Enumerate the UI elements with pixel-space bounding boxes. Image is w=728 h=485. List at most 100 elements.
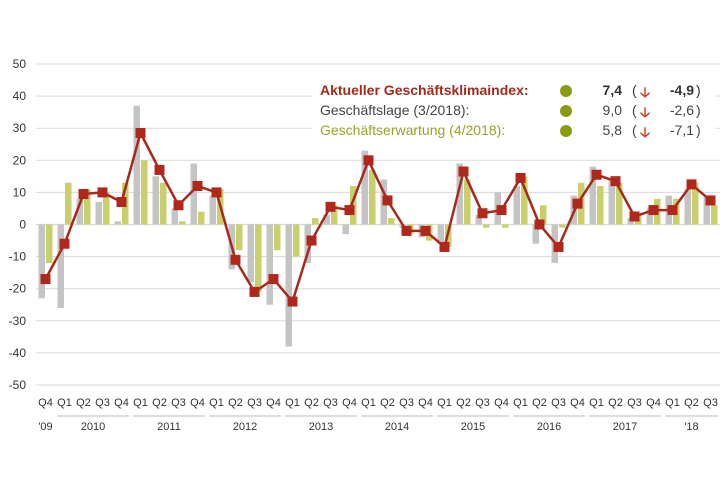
- x-tick-quarter: Q4: [418, 397, 433, 409]
- bar-geschaeftslage: [361, 150, 368, 225]
- bar-geschaeftslage: [152, 176, 159, 225]
- x-tick-quarter: Q1: [513, 397, 528, 409]
- climate-line: [40, 128, 716, 307]
- bar-geschaeftserwartung: [141, 160, 148, 225]
- point-geschaeftsklimaindex: [344, 205, 355, 216]
- x-tick-quarter: Q2: [304, 397, 319, 409]
- x-tick-quarter: Q1: [133, 397, 148, 409]
- x-tick-quarter: Q4: [570, 397, 585, 409]
- point-geschaeftsklimaindex: [401, 225, 412, 236]
- bar-geschaeftserwartung: [521, 176, 528, 225]
- point-geschaeftsklimaindex: [477, 208, 488, 219]
- x-tick-year: 2017: [613, 421, 637, 433]
- point-geschaeftsklimaindex: [610, 176, 621, 187]
- y-axis-ticks: 50 40 30 20 10 0 -10 -20 -30 -40 -50: [9, 57, 27, 392]
- bar-geschaeftslage: [76, 198, 83, 225]
- x-tick-year: 2015: [461, 421, 485, 433]
- legend: Aktueller Geschäftsklimaindex: 7,4 ( 🡣 -…: [312, 76, 716, 144]
- point-geschaeftsklimaindex: [192, 180, 203, 191]
- legend-value-lage: 9,0: [602, 102, 622, 118]
- y-tick-label: 50: [13, 57, 27, 71]
- bar-geschaeftslage: [114, 221, 121, 225]
- x-tick-year: '09: [38, 421, 52, 433]
- legend-paren-close-klima: ): [696, 82, 701, 98]
- bar-geschaeftserwartung: [65, 182, 72, 225]
- x-tick-quarter: Q4: [646, 397, 661, 409]
- bar-geschaeftslage: [684, 189, 691, 225]
- bar-geschaeftslage: [475, 214, 482, 225]
- x-tick-quarter: Q4: [114, 397, 129, 409]
- x-tick-quarter: Q3: [95, 397, 110, 409]
- point-geschaeftsklimaindex: [515, 172, 526, 183]
- y-tick-label: -10: [9, 250, 27, 264]
- bar-geschaeftslage: [323, 214, 330, 225]
- point-geschaeftsklimaindex: [78, 189, 89, 200]
- point-geschaeftsklimaindex: [439, 241, 450, 252]
- bar-geschaeftserwartung: [559, 224, 566, 228]
- bar-geschaeftserwartung: [293, 224, 300, 257]
- legend-change-klima: -4,9: [669, 82, 694, 98]
- point-geschaeftsklimaindex: [154, 164, 165, 175]
- point-geschaeftsklimaindex: [420, 225, 431, 236]
- x-tick-quarter: Q2: [228, 397, 243, 409]
- legend-paren-close-erwartung: ): [696, 122, 701, 138]
- x-tick-quarter: Q4: [494, 397, 509, 409]
- point-geschaeftsklimaindex: [382, 195, 393, 206]
- bar-geschaeftslage: [608, 179, 615, 225]
- bar-geschaeftserwartung: [179, 221, 186, 225]
- x-tick-quarter: Q3: [247, 397, 262, 409]
- x-tick-quarter: Q4: [266, 397, 281, 409]
- point-geschaeftsklimaindex: [572, 198, 583, 209]
- bar-geschaeftserwartung: [274, 224, 281, 251]
- bar-geschaeftserwartung: [160, 182, 167, 225]
- grid: [36, 63, 720, 386]
- bar-geschaeftslage: [209, 195, 216, 225]
- bar-geschaeftslage: [703, 195, 710, 225]
- y-tick-label: -40: [9, 346, 27, 360]
- x-tick-year: 2013: [309, 421, 333, 433]
- point-geschaeftsklimaindex: [629, 211, 640, 222]
- point-geschaeftsklimaindex: [249, 286, 260, 297]
- x-tick-quarter: Q4: [342, 397, 357, 409]
- x-tick-quarter: Q1: [209, 397, 224, 409]
- legend-paren-open-klima: (: [632, 82, 637, 98]
- x-tick-quarter: Q2: [532, 397, 547, 409]
- point-geschaeftsklimaindex: [116, 197, 127, 208]
- point-geschaeftsklimaindex: [59, 238, 70, 249]
- x-tick-year: 2011: [157, 421, 181, 433]
- down-arrow-icon: 🡣: [640, 124, 651, 140]
- legend-dot-erwartung: [560, 125, 572, 137]
- x-tick-quarter: Q2: [456, 397, 471, 409]
- x-axis-ticks: Q4 Q1 Q2 Q3 Q4 Q1 Q2 Q3 Q4 Q1 Q2 Q3 Q4 Q1 Q2 Q3 Q4 Q1 Q2 Q3…: [38, 397, 718, 433]
- bar-geschaeftserwartung: [84, 189, 91, 225]
- x-tick-quarter: Q3: [399, 397, 414, 409]
- point-geschaeftsklimaindex: [40, 274, 51, 285]
- y-tick-label: -30: [9, 314, 27, 328]
- point-geschaeftsklimaindex: [173, 200, 184, 211]
- point-geschaeftsklimaindex: [287, 296, 298, 307]
- x-tick-year: 2016: [537, 421, 561, 433]
- bar-geschaeftslage: [646, 208, 653, 225]
- bar-geschaeftserwartung: [711, 205, 718, 225]
- point-geschaeftsklimaindex: [686, 179, 697, 190]
- legend-label-lage: Geschäftslage (3/2018):: [320, 102, 470, 118]
- y-tick-label: 20: [13, 153, 27, 167]
- x-tick-quarter: Q3: [171, 397, 186, 409]
- y-tick-label: 0: [19, 218, 26, 232]
- point-geschaeftsklimaindex: [667, 205, 678, 216]
- legend-row-lage: Geschäftslage (3/2018): 9,0 ( 🡣 -2,6 ): [320, 102, 716, 122]
- x-tick-quarter: Q3: [627, 397, 642, 409]
- bar-geschaeftslage: [513, 185, 520, 225]
- x-tick-quarter: Q1: [361, 397, 376, 409]
- bar-geschaeftserwartung: [616, 182, 623, 225]
- x-tick-quarter: Q2: [684, 397, 699, 409]
- y-tick-label: 40: [13, 89, 27, 103]
- point-geschaeftsklimaindex: [553, 241, 564, 252]
- bar-geschaeftserwartung: [236, 224, 243, 251]
- bar-geschaeftslage: [437, 224, 444, 244]
- point-geschaeftsklimaindex: [306, 235, 317, 246]
- point-geschaeftsklimaindex: [97, 187, 108, 198]
- point-geschaeftsklimaindex: [496, 205, 507, 216]
- bar-geschaeftserwartung: [502, 224, 509, 228]
